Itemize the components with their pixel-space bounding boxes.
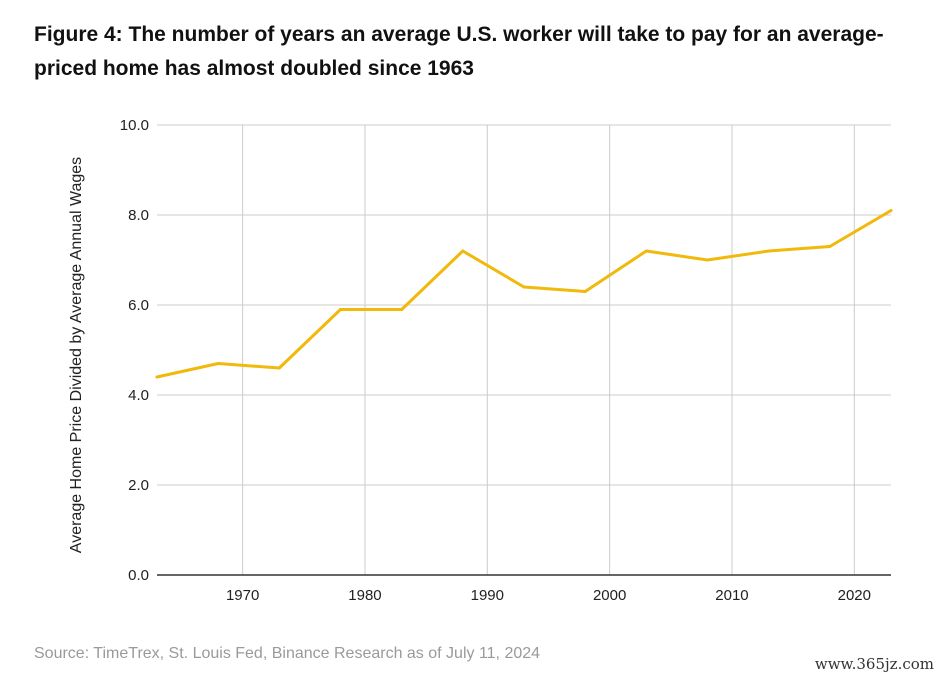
data-point bbox=[216, 362, 220, 365]
data-point bbox=[706, 258, 709, 262]
data-point bbox=[828, 245, 832, 248]
y-axis-title: Average Home Price Divided by Average An… bbox=[68, 157, 85, 553]
x-tick-label: 2020 bbox=[838, 587, 871, 604]
y-tick-label: 8.0 bbox=[128, 207, 149, 224]
data-point bbox=[767, 249, 771, 253]
data-point bbox=[277, 366, 281, 370]
data-point bbox=[889, 209, 893, 212]
x-tick-label: 2010 bbox=[715, 587, 748, 604]
data-point bbox=[644, 249, 648, 253]
series-line bbox=[155, 209, 893, 379]
y-tick-label: 4.0 bbox=[128, 387, 149, 404]
y-tick-label: 0.0 bbox=[128, 567, 149, 584]
data-point bbox=[583, 290, 587, 293]
source-note: Source: TimeTrex, St. Louis Fed, Binance… bbox=[34, 645, 541, 662]
y-tick-label: 10.0 bbox=[120, 117, 149, 134]
series-group bbox=[155, 209, 893, 379]
data-point bbox=[522, 285, 526, 289]
y-tick-label: 2.0 bbox=[128, 477, 149, 494]
x-tick-label: 1970 bbox=[226, 587, 259, 604]
x-axis-ticks: 1970 1980 1990 2000 2010 2020 bbox=[226, 587, 871, 604]
data-point bbox=[155, 375, 159, 379]
chart-title: Figure 4: The number of years an average… bbox=[34, 23, 884, 80]
y-axis-ticks: 0.0 2.0 4.0 6.0 8.0 10.0 bbox=[120, 117, 149, 584]
y-tick-label: 6.0 bbox=[128, 297, 149, 314]
data-point bbox=[339, 308, 342, 311]
x-tick-label: 1980 bbox=[348, 587, 381, 604]
data-point bbox=[461, 249, 465, 253]
grid-lines bbox=[157, 124, 891, 575]
x-tick-label: 2000 bbox=[593, 587, 626, 604]
x-tick-label: 1990 bbox=[471, 587, 504, 604]
watermark: www.365jz.com bbox=[814, 655, 934, 673]
data-point bbox=[400, 308, 404, 311]
